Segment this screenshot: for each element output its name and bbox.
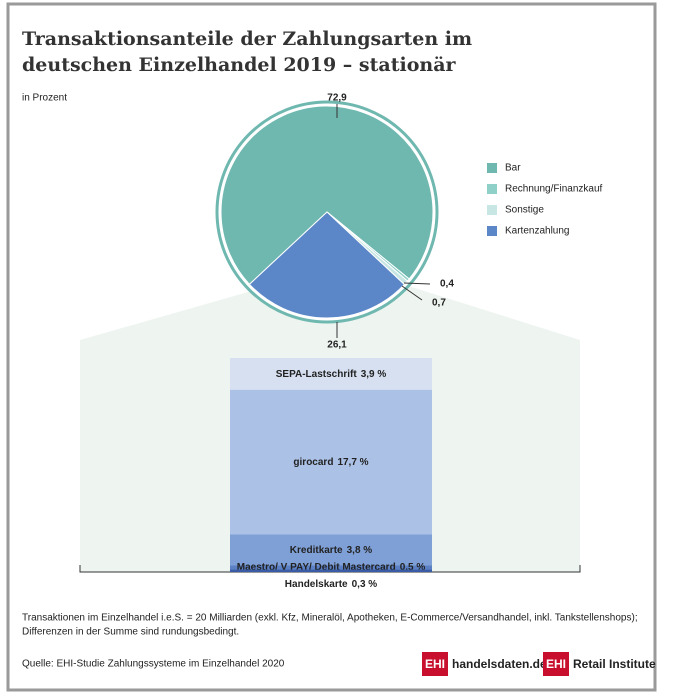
bar-segment (230, 569, 432, 572)
legend-swatch (487, 226, 497, 236)
logo: EHI (425, 657, 445, 671)
segment-label: Kreditkarte 3,8 % (290, 545, 372, 556)
segment-value: 0,5 % (400, 562, 426, 573)
bar-segment (230, 358, 432, 390)
segment-name: Handelskarte (285, 579, 348, 590)
subtitle: in Prozent (22, 93, 67, 104)
logo-box (422, 652, 448, 676)
segment-value: 3,9 % (361, 369, 387, 380)
segment-label: SEPA-Lastschrift 3,9 % (276, 369, 387, 380)
bar-segment (230, 389, 432, 535)
legend-swatch (487, 184, 497, 194)
logo: Retail Institute (573, 657, 656, 671)
data-label: 26,1 (327, 340, 347, 351)
legend-label: Rechnung/Finanzkauf (505, 184, 603, 195)
bar-segment (230, 534, 432, 566)
logo: EHI (546, 657, 566, 671)
note: Differenzen in der Summe sind rundungsbe… (22, 627, 239, 638)
legend-swatch (487, 205, 497, 215)
data-label: 0,4 (440, 279, 454, 290)
segment-value: 0,3 % (352, 579, 378, 590)
legend-swatch (487, 163, 497, 173)
note: Transaktionen im Einzelhandel i.e.S. = 2… (22, 613, 638, 624)
logo-box (543, 652, 569, 676)
legend-label: Bar (505, 163, 521, 174)
leader-line (401, 285, 423, 301)
chart-title: deutschen Einzelhandel 2019 – stationär (22, 54, 457, 76)
segment-label: Maestro/ V PAY/ Debit Mastercard 0,5 % (237, 562, 426, 573)
segment-value: 3,8 % (347, 545, 373, 556)
data-label: 0,7 (432, 298, 446, 309)
segment-label: Handelskarte 0,3 % (285, 579, 377, 590)
legend-label: Kartenzahlung (505, 226, 570, 237)
data-label: 72,9 (327, 93, 347, 104)
segment-value: 17,7 % (337, 457, 368, 468)
leader-line (403, 282, 431, 285)
segment-name: Maestro/ V PAY/ Debit Mastercard (237, 562, 396, 573)
legend-label: Sonstige (505, 205, 544, 216)
segment-name: girocard (293, 457, 333, 468)
segment-name: SEPA-Lastschrift (276, 369, 358, 380)
bar-segment (230, 565, 432, 570)
segment-name: Kreditkarte (290, 545, 343, 556)
segment-label: girocard 17,7 % (293, 457, 368, 468)
frame (6, 2, 657, 692)
logo: handelsdaten.de (452, 657, 547, 671)
chart-title: Transaktionsanteile der Zahlungsarten im (22, 28, 472, 50)
source: Quelle: EHI-Studie Zahlungssysteme im Ei… (22, 659, 285, 670)
pie-slice (220, 105, 434, 285)
pie-slice (248, 211, 406, 319)
